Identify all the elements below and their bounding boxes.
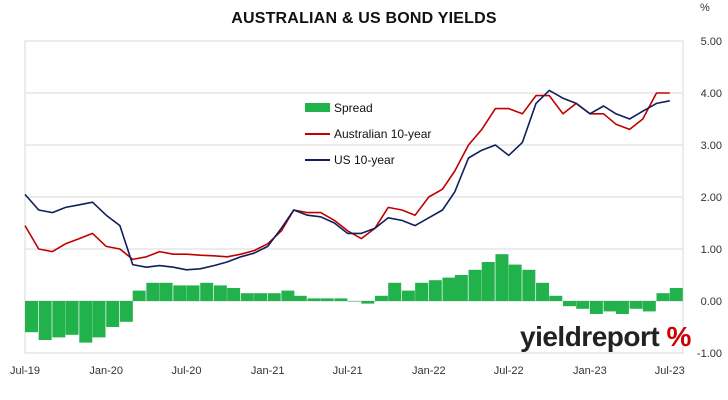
yield-lines xyxy=(24,89,670,271)
spread-bar xyxy=(213,285,227,301)
spread-bar xyxy=(173,285,187,301)
legend-item-australian-10-year-label: Australian 10-year xyxy=(334,127,431,141)
spread-bar xyxy=(629,301,643,309)
legend: Spread Australian 10-year US 10-year xyxy=(305,101,431,167)
spread-bar xyxy=(522,269,536,301)
spread-bar xyxy=(38,301,52,340)
legend-item-spread-swatch xyxy=(305,103,330,112)
x-tick-label: Jul-21 xyxy=(333,365,363,377)
y-tick-label: -1.00 xyxy=(697,348,722,360)
y-tick-label: 5.00 xyxy=(701,36,722,48)
legend-item-us-10-year-label: US 10-year xyxy=(334,153,395,167)
spread-bar xyxy=(254,293,268,301)
y-tick-labels: -1.00 0.00 1.00 2.00 3.00 4.00 5.00 xyxy=(697,36,722,360)
legend-item-spread-label: Spread xyxy=(334,101,373,115)
spread-bar xyxy=(669,288,683,301)
spread-bar xyxy=(334,298,348,301)
spread-bar xyxy=(293,295,307,301)
spread-bar xyxy=(454,275,468,301)
spread-bar xyxy=(227,288,241,301)
us-10-year-line xyxy=(24,89,670,271)
yieldreport-logo: yieldreport % xyxy=(520,321,691,353)
spread-bar xyxy=(508,264,522,301)
spread-bar xyxy=(656,293,670,301)
x-tick-label: Jul-23 xyxy=(655,365,685,377)
spread-bar xyxy=(146,282,160,301)
spread-bar xyxy=(132,290,146,301)
spread-bar xyxy=(92,301,106,338)
spread-bar xyxy=(401,290,415,301)
spread-bar xyxy=(603,301,617,312)
spread-bar xyxy=(576,301,590,309)
x-tick-label: Jul-20 xyxy=(172,365,202,377)
plot-border xyxy=(24,40,684,354)
spread-bar xyxy=(361,301,375,304)
x-tick-label: Jan-21 xyxy=(251,365,285,377)
y-tick-label: 3.00 xyxy=(701,140,722,152)
spread-bar xyxy=(589,301,603,314)
spread-bar xyxy=(267,293,281,301)
spread-bar xyxy=(388,282,402,301)
spread-bar xyxy=(25,301,38,333)
spread-bar xyxy=(442,277,456,301)
spread-bar xyxy=(428,280,442,301)
australian-10-year-line xyxy=(24,92,670,261)
spread-bar xyxy=(281,290,295,301)
spread-bar xyxy=(549,295,563,301)
spread-bars xyxy=(25,254,683,343)
spread-bar xyxy=(307,298,321,301)
y-tick-label: 0.00 xyxy=(701,296,722,308)
spread-bar xyxy=(562,301,576,307)
spread-bar xyxy=(615,301,629,314)
spread-bar xyxy=(240,293,254,301)
spread-bar xyxy=(347,301,361,302)
spread-bar xyxy=(159,282,173,301)
spread-bar xyxy=(320,298,334,301)
spread-bar xyxy=(79,301,93,343)
spread-bar xyxy=(186,285,200,301)
x-tick-label: Jul-22 xyxy=(494,365,524,377)
y-tick-label: 2.00 xyxy=(701,192,722,204)
spread-bar xyxy=(415,282,429,301)
chart-title: AUSTRALIAN & US BOND YIELDS xyxy=(231,10,497,27)
spread-bar xyxy=(642,301,656,312)
x-tick-labels: Jul-19 Jan-20 Jul-20 Jan-21 Jul-21 Jan-22 Jul-… xyxy=(10,365,685,377)
spread-bar xyxy=(106,301,120,327)
spread-bar xyxy=(374,295,388,301)
spread-bar xyxy=(52,301,66,338)
watermark-text: yieldreport xyxy=(520,321,660,352)
y-tick-label: 4.00 xyxy=(701,88,722,100)
y-axis-unit-label: % xyxy=(700,2,710,14)
spread-bar xyxy=(119,301,133,322)
spread-bar xyxy=(200,282,214,301)
y-tick-label: 1.00 xyxy=(701,244,722,256)
spread-bar xyxy=(481,262,495,301)
spread-bar xyxy=(65,301,79,335)
x-tick-label: Jan-23 xyxy=(573,365,607,377)
spread-bar xyxy=(468,269,482,301)
x-tick-label: Jan-22 xyxy=(412,365,446,377)
spread-bar xyxy=(495,254,509,301)
watermark-symbol: % xyxy=(666,321,691,352)
spread-bar xyxy=(536,282,550,301)
x-tick-label: Jul-19 xyxy=(10,365,40,377)
x-tick-label: Jan-20 xyxy=(89,365,123,377)
